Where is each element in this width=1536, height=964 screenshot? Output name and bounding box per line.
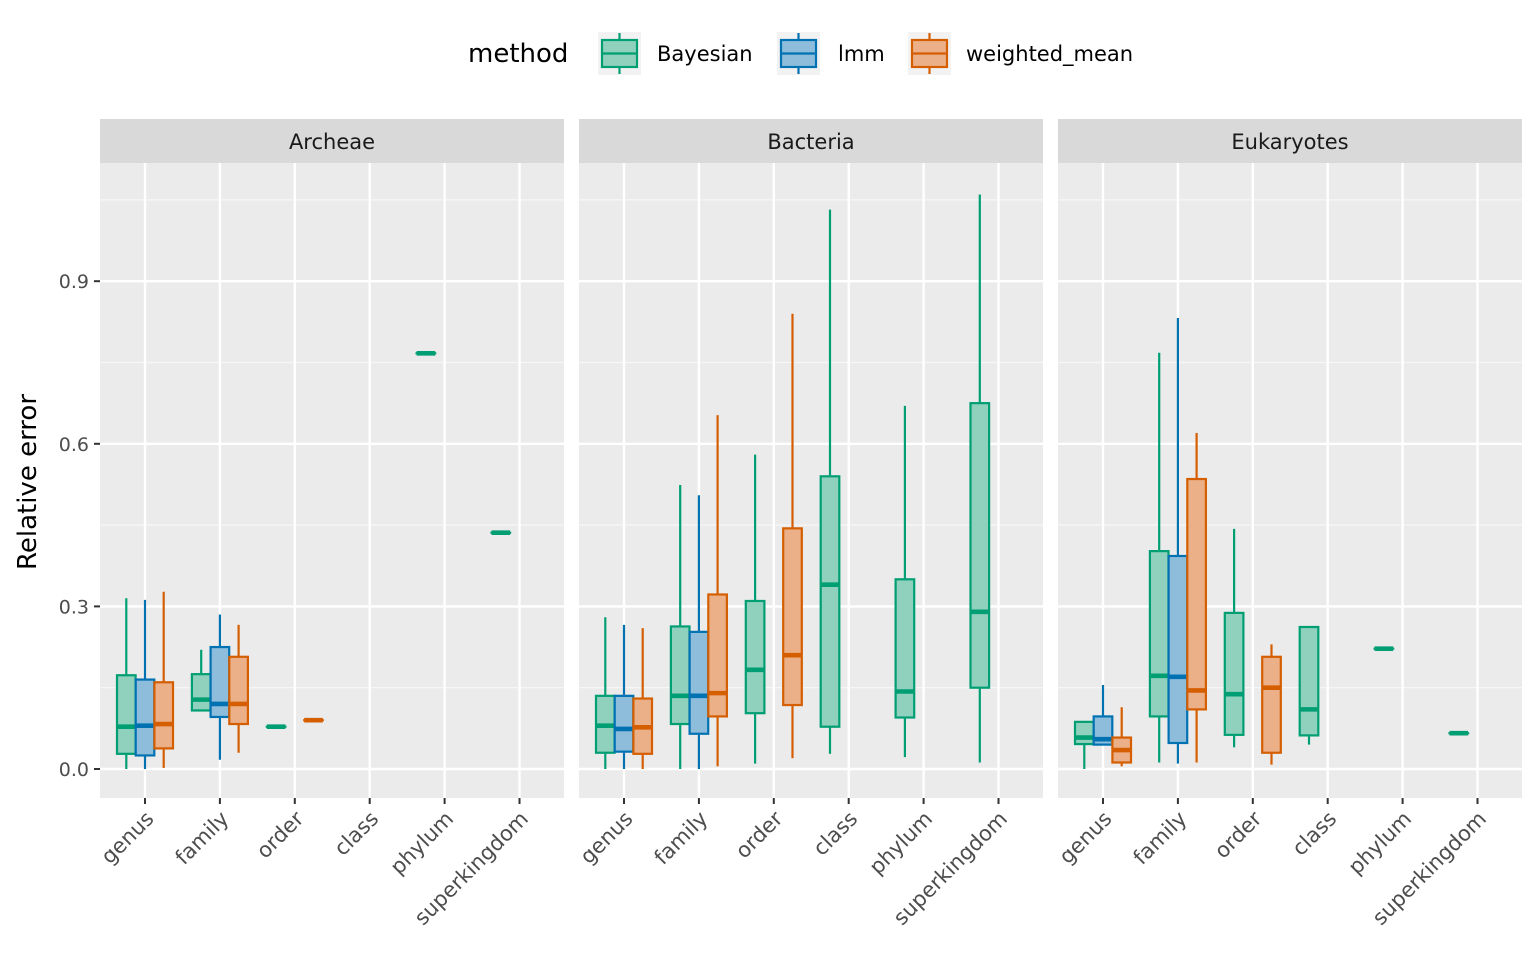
box-body — [671, 626, 690, 724]
x-tick-label: phylum — [865, 807, 938, 880]
x-tick-label: class — [329, 807, 383, 861]
legend-key-lmm: lmm — [777, 32, 885, 75]
x-tick-label: order — [1210, 806, 1267, 863]
facet-label: Archeae — [289, 130, 375, 154]
box-body — [117, 675, 136, 754]
box-body — [211, 647, 230, 717]
box-body — [1169, 556, 1188, 743]
box-body — [1187, 479, 1206, 709]
x-tick-label: order — [252, 806, 309, 863]
y-tick-label: 0.9 — [59, 271, 89, 293]
box-body — [154, 682, 173, 748]
x-tick-label: order — [731, 806, 788, 863]
y-axis: 0.0 0.3 0.6 0.9 — [59, 271, 100, 781]
x-tick-label: genus — [575, 807, 637, 869]
legend: method Bayesian lmm weighted_mean — [468, 32, 1133, 75]
x-tick-label: class — [808, 807, 862, 861]
box-body — [708, 594, 727, 716]
box-body — [971, 403, 990, 688]
x-tick-label: phylum — [386, 807, 459, 880]
y-tick-label: 0.3 — [59, 596, 89, 618]
panel-background — [1058, 163, 1522, 798]
box-body — [1300, 627, 1319, 735]
x-tick-label: family — [1129, 807, 1192, 870]
x-tick-label: phylum — [1344, 807, 1417, 880]
box-body — [896, 579, 915, 717]
legend-label: Bayesian — [657, 42, 753, 66]
box-body — [690, 632, 709, 734]
legend-key-weighted_mean: weighted_mean — [908, 32, 1133, 75]
x-tick-label: genus — [1054, 807, 1116, 869]
legend-key-bayesian: Bayesian — [598, 32, 753, 75]
box-body — [783, 528, 802, 705]
y-tick-label: 0.0 — [59, 759, 89, 781]
x-tick-label: genus — [96, 807, 158, 869]
x-tick-label: family — [171, 807, 234, 870]
facet-label: Eukaryotes — [1231, 130, 1348, 154]
y-axis-label: Relative error — [13, 394, 43, 570]
y-tick-label: 0.6 — [59, 434, 89, 456]
box-body — [1262, 657, 1281, 753]
box-body — [136, 680, 155, 756]
box-body — [1225, 613, 1244, 735]
legend-title: method — [468, 39, 568, 69]
box-body — [1150, 551, 1169, 716]
box-body — [229, 657, 248, 724]
box-body — [746, 601, 765, 713]
box-order-weighted_mean — [1262, 644, 1281, 764]
legend-label: lmm — [838, 42, 885, 66]
box-body — [615, 696, 634, 752]
box-body — [821, 476, 840, 726]
x-tick-label: class — [1287, 807, 1341, 861]
facet-label: Bacteria — [767, 130, 854, 154]
x-tick-label: family — [650, 807, 713, 870]
box-class-bayesian — [1300, 627, 1319, 745]
box-body — [192, 674, 211, 710]
legend-label: weighted_mean — [966, 42, 1133, 67]
box-body — [1075, 722, 1094, 744]
